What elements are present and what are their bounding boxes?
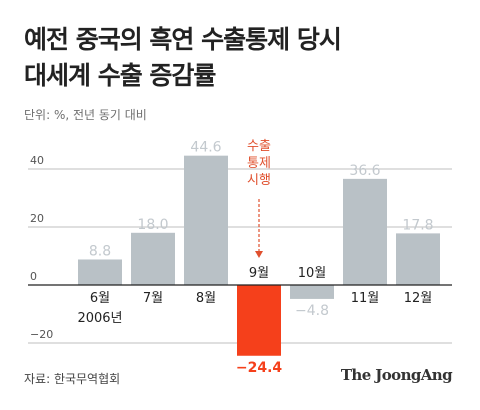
value-label: −4.8 (295, 303, 329, 319)
year-label: 2006년 (77, 311, 122, 326)
bar-3 (184, 155, 228, 285)
annotation-text: 통제 (247, 156, 271, 171)
value-label: 36.6 (349, 163, 380, 179)
annotation-text: 수출 (247, 139, 271, 154)
chart-title: 예전 중국의 흑연 수출통제 당시 대세계 수출 증감률 (24, 22, 342, 94)
title-line-1: 예전 중국의 흑연 수출통제 당시 (24, 25, 342, 54)
annotation-text: 시행 (247, 172, 271, 188)
y-tick-label: −20 (30, 328, 53, 341)
source-note: 자료: 한국무역협회 (24, 372, 121, 386)
brand-logo: The JoongAng (340, 366, 453, 384)
x-tick-label: 8월 (196, 291, 216, 306)
bar-4 (237, 285, 281, 356)
y-tick-label: 0 (30, 270, 37, 283)
y-tick-label: 40 (30, 154, 44, 167)
x-tick-label: 9월 (249, 266, 269, 281)
bar-1 (78, 259, 122, 285)
x-tick-label: 7월 (143, 291, 163, 306)
value-label: 17.8 (402, 217, 433, 233)
value-label: 44.6 (190, 140, 221, 156)
x-tick-label: 12월 (404, 291, 433, 306)
x-tick-label: 10월 (298, 266, 327, 281)
bar-5 (290, 285, 334, 299)
bar-7 (396, 233, 440, 285)
value-label: 18.0 (137, 217, 168, 233)
x-tick-label: 11월 (351, 291, 380, 306)
bar-6 (343, 178, 387, 285)
value-label: −24.4 (236, 360, 283, 376)
x-tick-label: 6월 (90, 291, 110, 306)
value-label: 8.8 (89, 243, 111, 259)
annotation-arrow-head (255, 251, 263, 258)
bar-2 (131, 232, 175, 285)
unit-note: 단위: %, 전년 동기 대비 (24, 108, 147, 122)
y-tick-label: 20 (30, 212, 44, 225)
title-line-2: 대세계 수출 증감률 (24, 61, 216, 90)
